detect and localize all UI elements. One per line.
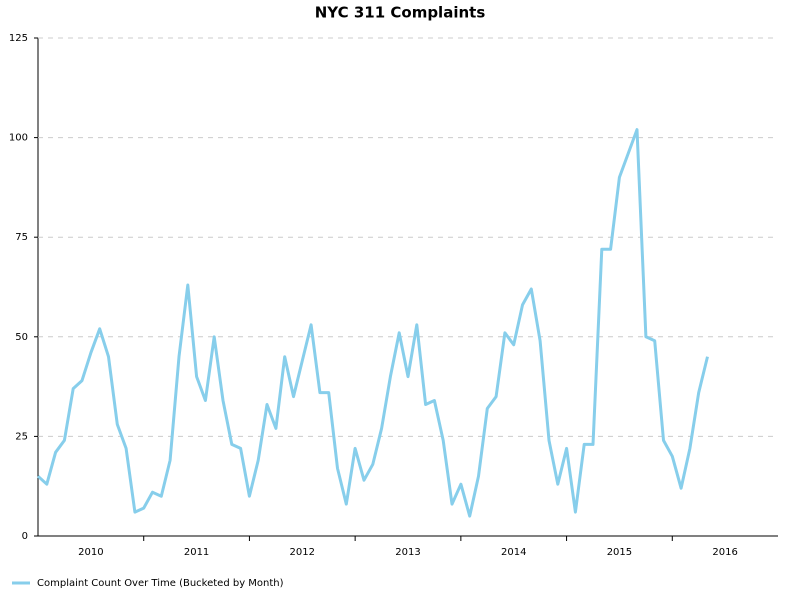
x-tick-label: 2012 (290, 547, 315, 558)
y-tick-label: 125 (9, 33, 28, 44)
y-tick-label: 50 (15, 332, 28, 343)
y-tick-label: 25 (15, 431, 28, 442)
y-tick-label: 75 (15, 232, 28, 243)
x-tick-label: 2011 (184, 547, 209, 558)
y-tick-label: 100 (9, 133, 28, 144)
x-tick-label: 2013 (395, 547, 420, 558)
x-tick-label: 2016 (712, 547, 737, 558)
x-tick-label: 2015 (607, 547, 632, 558)
y-tick-label: 0 (22, 531, 28, 542)
x-tick-label: 2010 (78, 547, 103, 558)
chart-title: NYC 311 Complaints (315, 4, 486, 22)
x-tick-label: 2014 (501, 547, 526, 558)
data-line (36, 128, 709, 518)
legend-label: Complaint Count Over Time (Bucketed by M… (37, 578, 284, 589)
